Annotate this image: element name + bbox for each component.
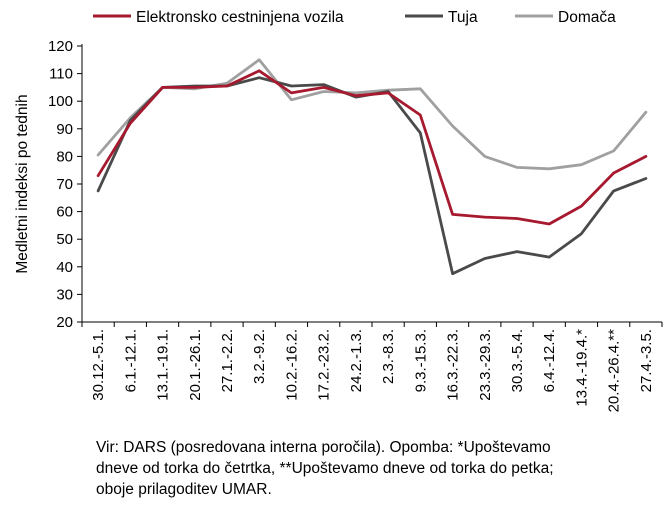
x-tick-label: 6.4.-12.4. (541, 329, 558, 392)
y-tick-label: 60 (56, 204, 73, 221)
legend-label: Tuja (448, 9, 478, 26)
series-line (96, 58, 648, 171)
y-axis-label: Medletni indeksi po tednih (14, 94, 31, 273)
x-tick-label: 27.4.-3.5. (638, 329, 655, 392)
x-tick-label: 2.3.-8.3. (380, 329, 397, 384)
y-tick-label: 80 (56, 148, 73, 165)
x-tick-label: 20.1.-26.1. (187, 329, 204, 401)
y-tick-label: 90 (56, 121, 73, 138)
y-tick-label: 110 (49, 66, 73, 83)
x-tick-label: 9.3.-15.3. (412, 329, 429, 392)
x-tick-label: 23.3.-29.3. (477, 329, 494, 401)
y-tick-label: 50 (56, 231, 73, 248)
x-tick-label: 17.2.-23.2. (316, 329, 333, 401)
x-tick-label: 3.2.-9.2. (251, 329, 268, 384)
source-note-line-2: dneve od torka do četrtka, **Upoštevamo … (96, 460, 554, 477)
y-tick-label: 20 (56, 314, 73, 331)
x-tick-label: 16.3.-22.3. (445, 329, 462, 401)
source-note-line-3: oboje prilagoditev UMAR. (96, 481, 272, 498)
x-tick-label: 30.12.-5.1. (90, 329, 107, 401)
x-axis: 30.12.-5.1. 6.1.-12.1. 13.1.-19.1. 20.1.-26… (81, 321, 663, 413)
source-note: Vir: DARS (posredovana interna poročila)… (96, 437, 662, 500)
y-tick-label: 30 (56, 286, 73, 303)
y-axis: 20 30 40 50 60 70 80 90 100 110 120 (48, 38, 83, 331)
source-note-line-1: Vir: DARS (posredovana interna poročila)… (96, 439, 551, 456)
x-tick-label: 20.4.-26.4.** (606, 329, 623, 413)
y-tick-label: 120 (48, 38, 73, 55)
y-tick-label: 40 (56, 259, 73, 276)
x-tick-label: 10.2.-16.2. (283, 329, 300, 401)
series-line (96, 69, 648, 226)
y-tick-label: 70 (56, 176, 73, 193)
x-tick-label: 27.1.-2.2. (219, 329, 236, 392)
series-lines (96, 58, 648, 276)
x-tick-label: 30.3.-5.4. (509, 329, 526, 392)
legend-label: Domača (558, 9, 616, 26)
series-line (96, 76, 648, 276)
x-tick-label: 24.2.-1.3. (348, 329, 365, 392)
legend: Elektronsko cestninjena vozila Tuja Domača (93, 9, 616, 26)
x-tick-label: 13.1.-19.1. (155, 329, 172, 401)
x-tick-label: 6.1.-12.1. (122, 329, 139, 392)
legend-label: Elektronsko cestninjena vozila (136, 9, 344, 26)
x-tick-label: 13.4.-19.4.* (573, 329, 590, 407)
y-tick-label: 100 (48, 93, 73, 110)
line-chart: Elektronsko cestninjena vozila Tuja Domača… (14, 9, 663, 413)
